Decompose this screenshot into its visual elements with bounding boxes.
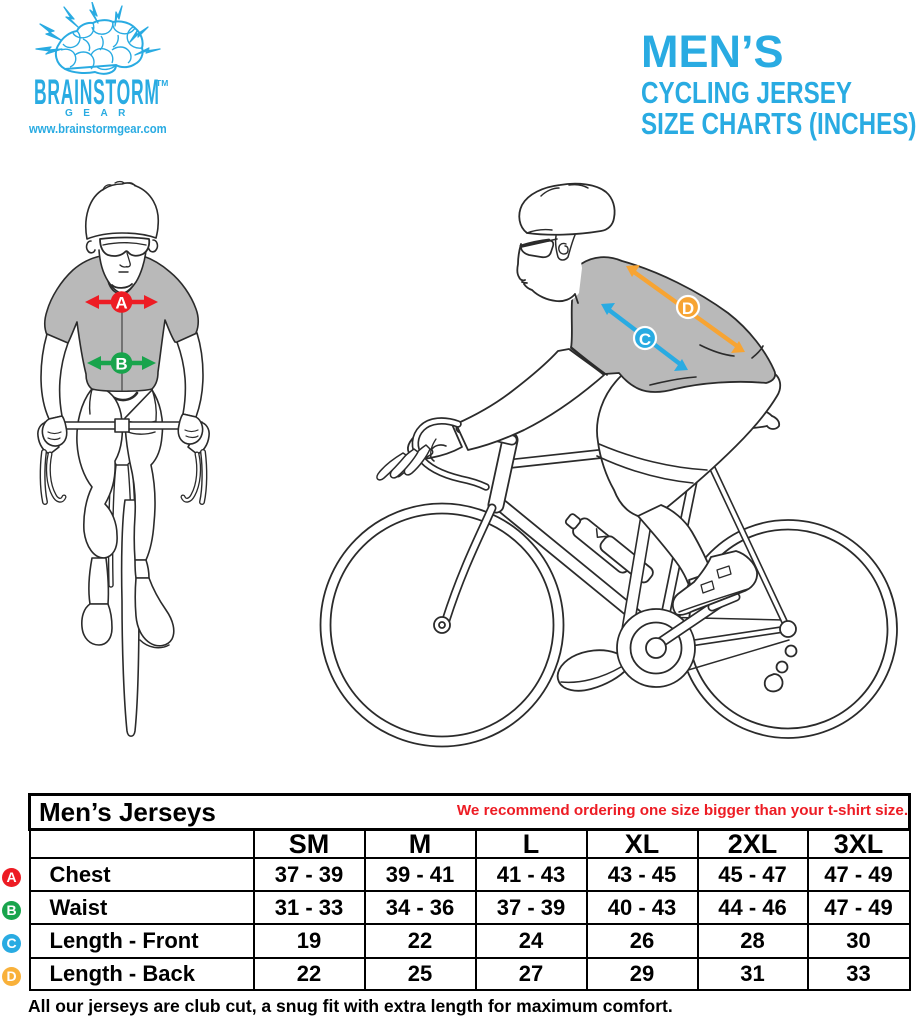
svg-text:B: B [115,355,127,374]
svg-text:C: C [639,330,651,349]
svg-text:BRAINSTORM: BRAINSTORM [34,72,160,111]
svg-text:TM: TM [156,78,168,88]
svg-text:D: D [682,299,694,318]
svg-text:www.brainstormgear.com: www.brainstormgear.com [28,121,167,136]
svg-text:GEAR: GEAR [65,108,136,119]
svg-text:A: A [115,294,127,313]
